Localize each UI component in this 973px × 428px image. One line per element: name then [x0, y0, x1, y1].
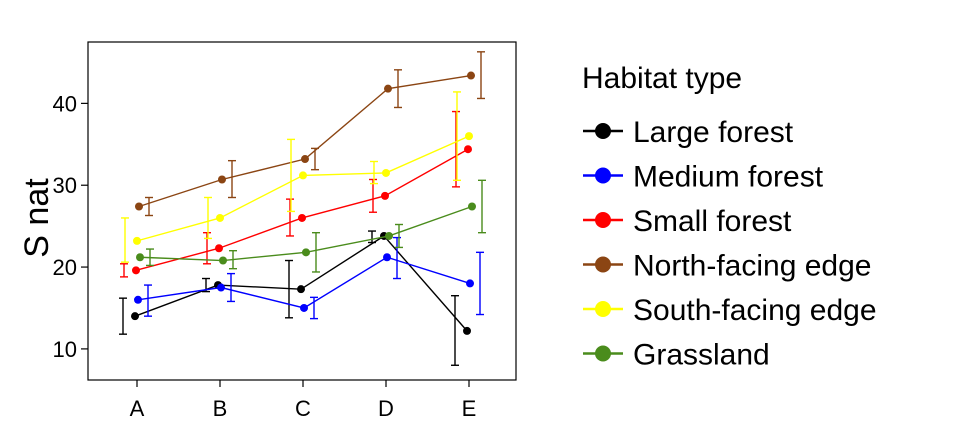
series-medium-forest	[134, 236, 484, 320]
legend-item: Large forest	[583, 116, 794, 149]
legend-label: Medium forest	[633, 161, 824, 194]
data-point	[464, 145, 472, 154]
x-tick-label: A	[130, 396, 145, 421]
legend-title: Habitat type	[582, 62, 742, 95]
legend-swatch-marker	[595, 345, 611, 362]
data-point	[133, 236, 141, 245]
legend-item: Medium forest	[583, 161, 824, 194]
data-point	[468, 202, 476, 211]
data-point	[383, 253, 391, 262]
data-point	[134, 295, 142, 304]
y-tick-label: 40	[53, 91, 77, 116]
y-axis-title: S nat	[18, 178, 56, 258]
legend-swatch-marker	[595, 123, 611, 139]
y-tick-label: 30	[53, 173, 77, 198]
legend-label: Small forest	[633, 205, 792, 238]
legend-item: Grassland	[583, 339, 770, 372]
data-point	[463, 326, 471, 335]
data-point	[298, 213, 306, 222]
data-point	[385, 231, 393, 240]
x-tick-label: E	[462, 396, 477, 421]
data-point	[466, 279, 474, 288]
data-point	[299, 171, 307, 180]
x-tick-label: B	[213, 396, 228, 421]
data-point	[217, 283, 225, 292]
data-point	[297, 285, 305, 294]
x-tick-label: D	[378, 396, 394, 421]
data-point	[382, 168, 390, 177]
series-small-forest	[120, 110, 472, 278]
data-point	[301, 155, 309, 164]
y-tick-label: 10	[53, 337, 77, 362]
data-point	[132, 266, 140, 275]
x-axis: A B C D E	[130, 380, 477, 421]
data-point	[216, 213, 224, 222]
data-point	[384, 84, 392, 93]
legend: Habitat type Large forest Medium forest Sm…	[582, 62, 877, 372]
series-grassland	[136, 179, 486, 273]
data-point	[131, 312, 139, 321]
data-point	[215, 244, 223, 253]
data-point	[465, 132, 473, 141]
data-point	[381, 191, 389, 200]
legend-label: Grassland	[633, 339, 770, 372]
legend-item: Small forest	[583, 205, 792, 238]
series-north-facing-edge	[135, 51, 485, 217]
data-point	[218, 175, 226, 184]
legend-item: North-facing edge	[583, 250, 871, 283]
legend-swatch-marker	[595, 167, 611, 184]
y-tick-label: 20	[53, 255, 77, 280]
data-point	[467, 71, 475, 80]
data-point	[219, 256, 227, 265]
legend-label: South-facing edge	[633, 294, 877, 327]
y-axis: 10 20 30 40	[53, 91, 88, 362]
legend-swatch-marker	[595, 301, 611, 317]
data-point	[300, 303, 308, 312]
plot-panel	[87, 41, 517, 381]
legend-label: Large forest	[633, 116, 794, 149]
data-point	[136, 253, 144, 262]
legend-swatch-marker	[595, 256, 611, 273]
series-south-facing-edge	[121, 91, 473, 263]
data-point	[302, 248, 310, 257]
legend-item: South-facing edge	[583, 294, 877, 327]
legend-swatch-marker	[595, 212, 611, 228]
series-layer	[119, 51, 486, 366]
legend-label: North-facing edge	[633, 250, 871, 283]
x-tick-label: C	[295, 396, 311, 421]
data-point	[135, 202, 143, 211]
